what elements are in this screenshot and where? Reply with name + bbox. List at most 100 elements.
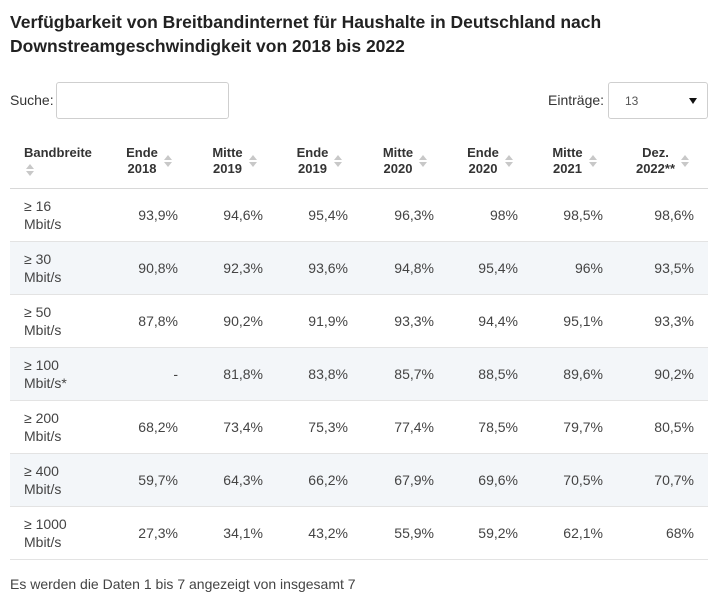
table-cell: 73,4% bbox=[192, 400, 277, 454]
table-cell: 95,4% bbox=[448, 241, 532, 295]
column-header-7[interactable]: Dez. 2022** bbox=[617, 135, 708, 189]
row-label-cell: ≥ 50 Mbit/s bbox=[10, 294, 106, 348]
row-label-cell: ≥ 30 Mbit/s bbox=[10, 241, 106, 295]
table-cell: 89,6% bbox=[532, 347, 617, 401]
sort-icon[interactable] bbox=[163, 154, 172, 168]
row-label-cell: ≥ 400 Mbit/s bbox=[10, 453, 106, 507]
table-cell: 93,5% bbox=[617, 241, 708, 295]
column-header-text: 2018 bbox=[127, 161, 157, 177]
search-input[interactable] bbox=[56, 82, 229, 119]
table-controls: Suche: Einträge: 13 bbox=[10, 82, 708, 119]
sort-icon[interactable] bbox=[681, 154, 690, 168]
table-row: ≥ 50 Mbit/s 87,8% 90,2% 91,9% 93,3% 94,4% 95,1%… bbox=[10, 294, 708, 348]
table-cell: 93,9% bbox=[106, 188, 192, 242]
row-label-text: Mbit/s* bbox=[24, 374, 67, 391]
row-label-cell: ≥ 1000 Mbit/s bbox=[10, 506, 106, 560]
column-header-label: Ende 2020 bbox=[467, 145, 513, 177]
table-cell: 59,2% bbox=[448, 506, 532, 560]
entries-select[interactable]: 13 bbox=[608, 82, 708, 119]
table-row: ≥ 200 Mbit/s 68,2% 73,4% 75,3% 77,4% 78,5% 79,7… bbox=[10, 400, 708, 454]
column-header-text: Mitte bbox=[552, 145, 583, 161]
column-header-text: Ende bbox=[126, 145, 158, 161]
sort-icon[interactable] bbox=[334, 154, 343, 168]
sort-icon[interactable] bbox=[248, 154, 257, 168]
row-label-text: Mbit/s bbox=[24, 268, 62, 285]
table-cell: 85,7% bbox=[362, 347, 448, 401]
table-cell: 90,8% bbox=[106, 241, 192, 295]
column-header-label: Bandbreite bbox=[24, 145, 92, 176]
row-label-text: Mbit/s bbox=[24, 533, 62, 550]
table-body: ≥ 16 Mbit/s 93,9% 94,6% 95,4% 96,3% 98% 98,5% 98… bbox=[10, 188, 708, 560]
table-cell: 55,9% bbox=[362, 506, 448, 560]
table-cell: 98% bbox=[448, 188, 532, 242]
column-header-2[interactable]: Mitte 2019 bbox=[192, 135, 277, 189]
column-header-3[interactable]: Ende 2019 bbox=[277, 135, 362, 189]
table-row: ≥ 1000 Mbit/s 27,3% 34,1% 43,2% 55,9% 59,2% 62,… bbox=[10, 506, 708, 560]
table-row: ≥ 100 Mbit/s* -81,8% 83,8% 85,7% 88,5% 89,6% 90… bbox=[10, 347, 708, 401]
column-header-text: Mitte bbox=[382, 145, 414, 161]
column-header-text: 2021 bbox=[553, 161, 582, 177]
table-cell: 66,2% bbox=[277, 453, 362, 507]
sort-icon[interactable] bbox=[504, 154, 513, 168]
table-cell: 67,9% bbox=[362, 453, 448, 507]
table-header-row: Bandbreite Ende 2018 Mitte 2019 Ende 2019 Mitte… bbox=[10, 135, 708, 189]
entries-label: Einträge: bbox=[548, 92, 605, 108]
table-cell: 93,6% bbox=[277, 241, 362, 295]
table-cell: 43,2% bbox=[277, 506, 362, 560]
table-cell: 77,4% bbox=[362, 400, 448, 454]
column-header-label: Dez. 2022** bbox=[635, 145, 690, 177]
sort-icon[interactable] bbox=[588, 154, 597, 168]
column-header-text: Ende bbox=[467, 145, 499, 161]
table-cell: 94,8% bbox=[362, 241, 448, 295]
table-cell: 70,5% bbox=[532, 453, 617, 507]
row-label-text: ≥ 50 bbox=[24, 303, 52, 320]
table-cell: - bbox=[106, 347, 192, 401]
column-header-text: Bandbreite bbox=[24, 145, 92, 161]
sort-icon[interactable] bbox=[26, 163, 34, 177]
table-cell: 59,7% bbox=[106, 453, 192, 507]
column-header-6[interactable]: Mitte 2021 bbox=[532, 135, 617, 189]
row-label-text: ≥ 100 bbox=[24, 356, 59, 373]
column-header-text: 2019 bbox=[298, 161, 327, 177]
table-cell: 80,5% bbox=[617, 400, 708, 454]
column-header-0[interactable]: Bandbreite bbox=[10, 135, 106, 189]
table-cell: 87,8% bbox=[106, 294, 192, 348]
row-label-text: ≥ 1000 bbox=[24, 515, 67, 532]
row-label-cell: ≥ 16 Mbit/s bbox=[10, 188, 106, 242]
table-cell: 94,4% bbox=[448, 294, 532, 348]
table-cell: 98,5% bbox=[532, 188, 617, 242]
table-cell: 64,3% bbox=[192, 453, 277, 507]
table-cell: 95,1% bbox=[532, 294, 617, 348]
sort-icon[interactable] bbox=[419, 154, 428, 168]
row-label-text: ≥ 30 bbox=[24, 250, 52, 267]
column-header-text: 2020 bbox=[468, 161, 498, 177]
column-header-label: Ende 2018 bbox=[126, 145, 172, 177]
table-cell: 96% bbox=[532, 241, 617, 295]
row-label-text: Mbit/s bbox=[24, 427, 62, 444]
table-cell: 96,3% bbox=[362, 188, 448, 242]
search-label: Suche: bbox=[10, 92, 54, 108]
column-header-label: Ende 2019 bbox=[297, 145, 343, 177]
table-cell: 90,2% bbox=[617, 347, 708, 401]
column-header-5[interactable]: Ende 2020 bbox=[448, 135, 532, 189]
data-table: Bandbreite Ende 2018 Mitte 2019 Ende 2019 Mitte… bbox=[10, 135, 708, 560]
table-cell: 75,3% bbox=[277, 400, 362, 454]
column-header-text: 2022** bbox=[635, 161, 676, 177]
table-cell: 88,5% bbox=[448, 347, 532, 401]
column-header-4[interactable]: Mitte 2020 bbox=[362, 135, 448, 189]
row-label-cell: ≥ 100 Mbit/s* bbox=[10, 347, 106, 401]
table-cell: 78,5% bbox=[448, 400, 532, 454]
table-cell: 94,6% bbox=[192, 188, 277, 242]
row-label-cell: ≥ 200 Mbit/s bbox=[10, 400, 106, 454]
table-cell: 62,1% bbox=[532, 506, 617, 560]
table-cell: 68,2% bbox=[106, 400, 192, 454]
column-header-1[interactable]: Ende 2018 bbox=[106, 135, 192, 189]
table-row: ≥ 400 Mbit/s 59,7% 64,3% 66,2% 67,9% 69,6% 70,5… bbox=[10, 453, 708, 507]
table-cell: 68% bbox=[617, 506, 708, 560]
table-cell: 70,7% bbox=[617, 453, 708, 507]
table-cell: 34,1% bbox=[192, 506, 277, 560]
column-header-text: 2020 bbox=[383, 161, 413, 177]
table-cell: 95,4% bbox=[277, 188, 362, 242]
page-title: Verfügbarkeit von Breitbandinternet für … bbox=[10, 12, 602, 56]
column-header-label: Mitte 2019 bbox=[212, 145, 257, 177]
